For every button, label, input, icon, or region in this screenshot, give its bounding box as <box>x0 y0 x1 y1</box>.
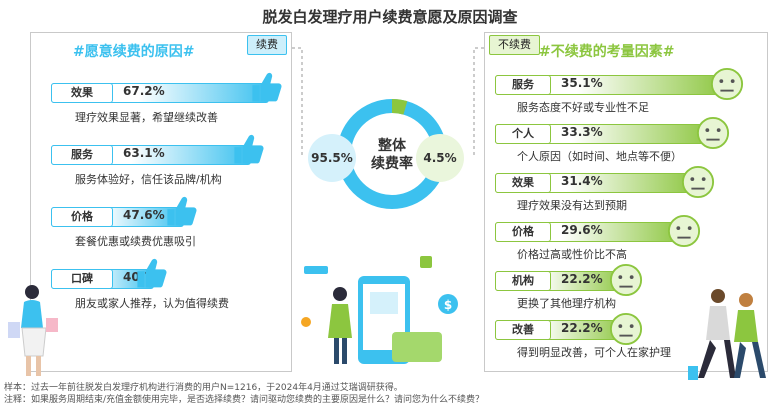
renew-label: 价格 <box>51 207 113 227</box>
renew-row: 效果 67.2% 理疗效果显著，希望继续改善 <box>51 71 287 127</box>
neutral-face-icon <box>681 165 714 199</box>
donut-nonrenew-slice <box>337 99 447 209</box>
renew-pct: 67.2% <box>123 84 165 98</box>
donut-chart: 95.5% 4.5% 整体 续费率 <box>308 99 464 209</box>
renew-desc: 服务体验好，信任该品牌/机构 <box>75 173 222 186</box>
donut-center-line1: 整体 <box>377 137 407 154</box>
renew-rate-donut: 95.5% 4.5% 整体 续费率 <box>300 82 480 232</box>
nonrenew-pct: 22.2% <box>561 321 603 335</box>
donut-center-line2: 续费率 <box>371 155 413 172</box>
nonrenew-desc: 更换了其他理疗机构 <box>517 297 616 310</box>
neutral-face-icon <box>609 312 642 346</box>
thumbs-up-icon <box>234 134 264 164</box>
renew-label: 效果 <box>51 83 113 103</box>
renew-reasons-panel: 续费 #愿意续费的原因# 效果 67.2% 理疗效果显著，希望继续改善 服务 6… <box>30 32 292 372</box>
walking-women-illustration <box>688 289 766 380</box>
thumbs-up-icon <box>252 72 282 102</box>
question-note: 注释：如果服务周期结束/充值金额使用完毕，是否选择续费？请问驱动您续费的主要原因… <box>4 395 485 405</box>
nonrenew-desc: 理疗效果没有达到预期 <box>517 199 627 212</box>
neutral-face-icon <box>710 67 743 101</box>
nonrenew-pct: 35.1% <box>561 76 603 90</box>
nonrenew-row: 机构 22.2% 更换了其他理疗机构 <box>495 261 765 310</box>
nonrenew-label: 改善 <box>495 320 551 340</box>
renew-pct: 63.1% <box>123 146 165 160</box>
nonrenew-desc: 服务态度不好或专业性不足 <box>517 101 649 114</box>
thumbs-up-icon <box>137 258 167 288</box>
renew-label: 口碑 <box>51 269 113 289</box>
nonrenew-pct-label: 4.5% <box>423 151 456 165</box>
neutral-face-icon <box>696 116 729 150</box>
thumbs-up-icon <box>167 196 197 226</box>
renew-bubble <box>308 134 356 182</box>
nonrenew-label: 服务 <box>495 75 551 95</box>
nonrenew-label: 个人 <box>495 124 551 144</box>
nonrenew-desc: 个人原因（如时间、地点等不便） <box>517 150 682 163</box>
renew-row: 口碑 40.7% 朋友或家人推荐，认为值得续费 <box>51 257 287 313</box>
nonrenew-pct: 31.4% <box>561 174 603 188</box>
renew-desc: 理疗效果显著，希望继续改善 <box>75 111 218 124</box>
nonrenew-desc: 价格过高或性价比不高 <box>517 248 627 261</box>
neutral-face-icon <box>609 263 642 297</box>
nonrenew-bubble <box>416 134 464 182</box>
nonrenew-pct: 22.2% <box>561 272 603 286</box>
renew-tag: 续费 <box>247 35 287 55</box>
footnotes: 样本：过去一年前往脱发白发理疗机构进行消费的用户N=1216，于2024年4月通… <box>4 382 484 406</box>
nonrenew-pct: 29.6% <box>561 223 603 237</box>
nonrenew-label: 效果 <box>495 173 551 193</box>
renew-row: 价格 47.6% 套餐优惠或续费优惠吸引 <box>51 195 287 251</box>
renew-reasons-heading: #愿意续费的原因# <box>73 44 195 60</box>
nonrenew-row: 服务 35.1% 服务态度不好或专业性不足 <box>495 65 765 114</box>
renew-pct: 47.6% <box>123 208 165 222</box>
renew-pct-label: 95.5% <box>311 151 353 165</box>
nonrenew-row: 改善 22.2% 得到明显改善，可个人在家护理 <box>495 310 765 359</box>
nonrenew-row: 个人 33.3% 个人原因（如时间、地点等不便） <box>495 114 765 163</box>
dashed-connectors <box>292 47 484 156</box>
nonrenew-row: 效果 31.4% 理疗效果没有达到预期 <box>495 163 765 212</box>
phone-shopping-illustration: $ <box>301 256 458 364</box>
shopper-woman-illustration <box>8 285 58 376</box>
renew-desc: 朋友或家人推荐，认为值得续费 <box>75 297 229 310</box>
renew-label: 服务 <box>51 145 113 165</box>
renew-row: 服务 63.1% 服务体验好，信任该品牌/机构 <box>51 133 287 189</box>
nonrenew-factors-heading: #不续费的考量因素# <box>539 44 675 60</box>
nonrenew-label: 价格 <box>495 222 551 242</box>
nonrenew-desc: 得到明显改善，可个人在家护理 <box>517 346 671 359</box>
nonrenew-tag: 不续费 <box>489 35 540 55</box>
page-title: 脱发白发理疗用户续费意愿及原因调查 <box>262 8 518 26</box>
nonrenew-label: 机构 <box>495 271 551 291</box>
neutral-face-icon <box>667 214 700 248</box>
renew-desc: 套餐优惠或续费优惠吸引 <box>75 235 196 248</box>
dollar-icon: $ <box>444 298 452 312</box>
nonrenew-row: 价格 29.6% 价格过高或性价比不高 <box>495 212 765 261</box>
sample-note: 样本：过去一年前往脱发白发理疗机构进行消费的用户N=1216，于2024年4月通… <box>4 383 403 393</box>
nonrenew-pct: 33.3% <box>561 125 603 139</box>
